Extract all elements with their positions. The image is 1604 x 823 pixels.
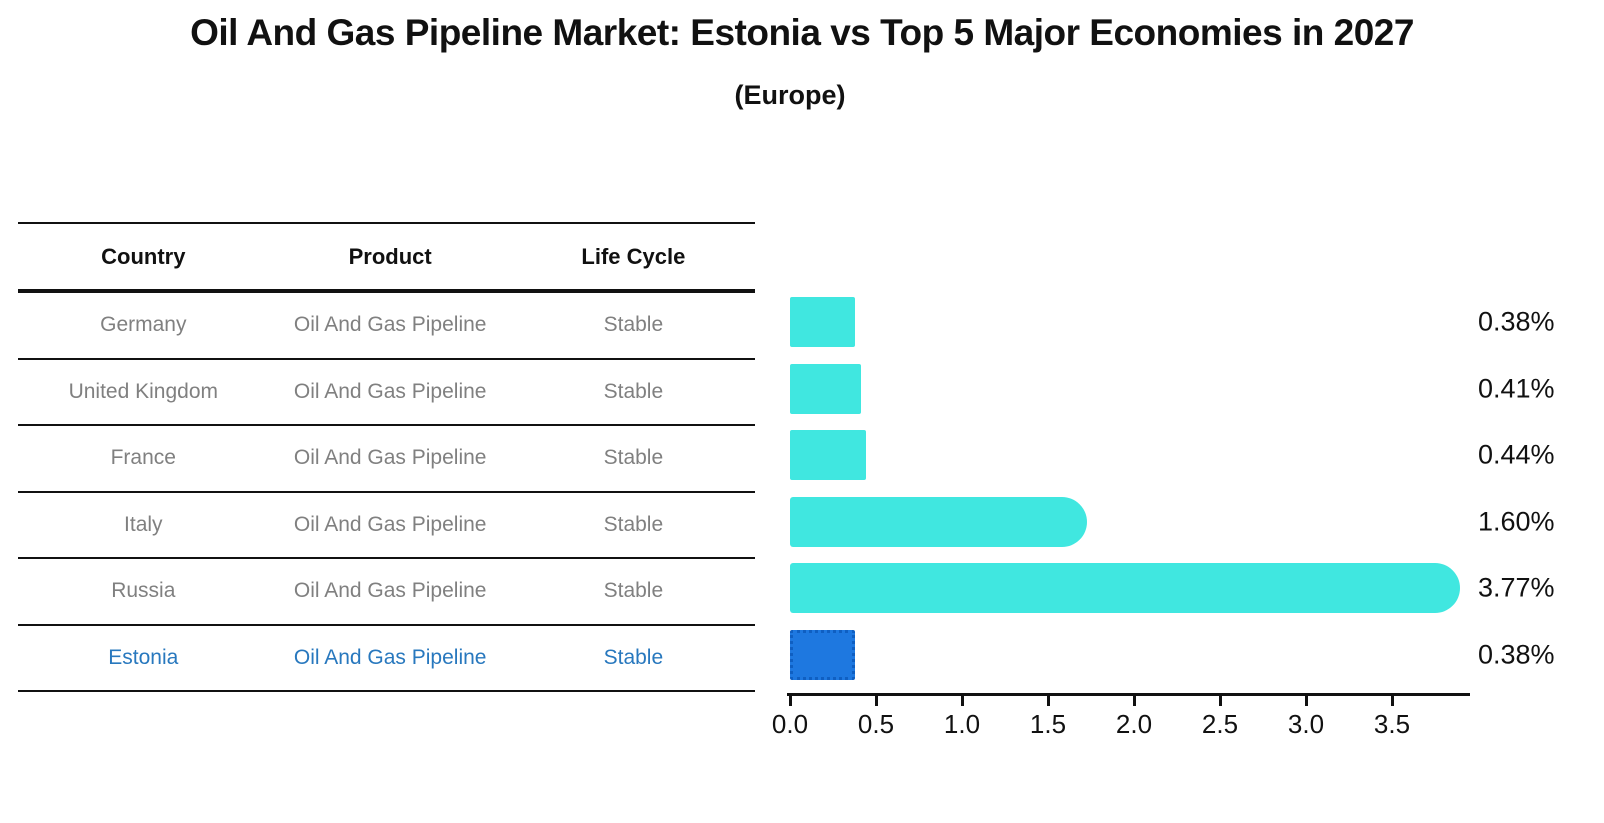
x-axis-tick (1133, 696, 1136, 706)
cell-country: France (110, 446, 176, 470)
x-axis-tick-label: 1.0 (943, 709, 981, 739)
bar-value-label-france: 0.44% (1478, 439, 1555, 470)
bar-estonia (790, 629, 856, 680)
bar-value-label-italy: 1.60% (1478, 506, 1555, 536)
x-axis-tick-label: 0.0 (771, 709, 809, 739)
table-row-estonia: Estonia Oil And Gas Pipeline Stable (18, 623, 755, 692)
cell-life-cycle: Stable (603, 512, 664, 536)
bar-value-label-russia: 3.77% (1478, 572, 1555, 603)
x-axis-tick (961, 696, 964, 706)
cell-product: Oil And Gas Pipeline (293, 579, 487, 603)
x-axis-tick-label: 2.0 (1115, 709, 1153, 739)
table-header-row: Country Product Life Cycle (18, 222, 755, 291)
cell-product: Oil And Gas Pipeline (293, 645, 487, 669)
chart-subtitle: (Europe) (734, 80, 846, 110)
chart-title: Oil And Gas Pipeline Market: Estonia vs … (190, 12, 1414, 53)
country-table: Country Product Life Cycle Germany Oil And G… (18, 222, 755, 692)
cell-product: Oil And Gas Pipeline (293, 379, 487, 403)
cell-life-cycle: Stable (603, 379, 664, 403)
cell-product: Oil And Gas Pipeline (293, 446, 487, 470)
bar-value-label-germany: 0.38% (1478, 306, 1555, 337)
table-row-russia: Russia Oil And Gas Pipeline Stable (18, 557, 755, 624)
column-header: Country (101, 243, 186, 269)
bar-italy (790, 496, 1088, 547)
table-row-italy: Italy Oil And Gas Pipeline Stable (18, 490, 755, 558)
cell-product: Oil And Gas Pipeline (293, 313, 487, 337)
bar-france (790, 430, 866, 480)
cell-country: Germany (100, 313, 187, 337)
column-header: Life Cycle (581, 243, 686, 269)
x-axis-tick-label: 2.5 (1201, 709, 1239, 739)
x-axis-tick (875, 696, 878, 706)
cell-life-cycle: Stable (603, 645, 664, 669)
x-axis-tick (1047, 696, 1050, 706)
x-axis-tick-label: 0.5 (857, 709, 895, 739)
x-axis-tick-label: 3.0 (1287, 709, 1325, 739)
x-axis-tick-label: 3.5 (1373, 709, 1411, 739)
cell-life-cycle: Stable (603, 313, 664, 337)
cell-life-cycle: Stable (603, 579, 664, 603)
bar-germany (790, 297, 856, 347)
x-axis-tick (1391, 696, 1394, 706)
table-row-france: France Oil And Gas Pipeline Stable (18, 424, 755, 491)
cell-country: Russia (111, 579, 176, 603)
cell-country: Italy (124, 512, 163, 536)
x-axis-tick-label: 1.5 (1029, 709, 1067, 739)
bar-value-label-united-kingdom: 0.41% (1478, 373, 1555, 403)
bar-united-kingdom (790, 363, 861, 414)
column-header: Product (348, 243, 432, 269)
cell-country: Estonia (108, 645, 179, 669)
cell-life-cycle: Stable (603, 446, 664, 470)
bar-russia (790, 563, 1461, 613)
table-row-united-kingdom: United Kingdom Oil And Gas Pipeline Stable (18, 357, 755, 425)
x-axis-line (787, 693, 1470, 696)
cell-product: Oil And Gas Pipeline (293, 512, 487, 536)
bar-value-label-estonia: 0.38% (1478, 639, 1555, 669)
cell-country: United Kingdom (68, 379, 218, 403)
x-axis-tick (1219, 696, 1222, 706)
x-axis-tick (1305, 696, 1308, 706)
x-axis-tick (789, 696, 792, 706)
table-row-germany: Germany Oil And Gas Pipeline Stable (18, 291, 755, 358)
